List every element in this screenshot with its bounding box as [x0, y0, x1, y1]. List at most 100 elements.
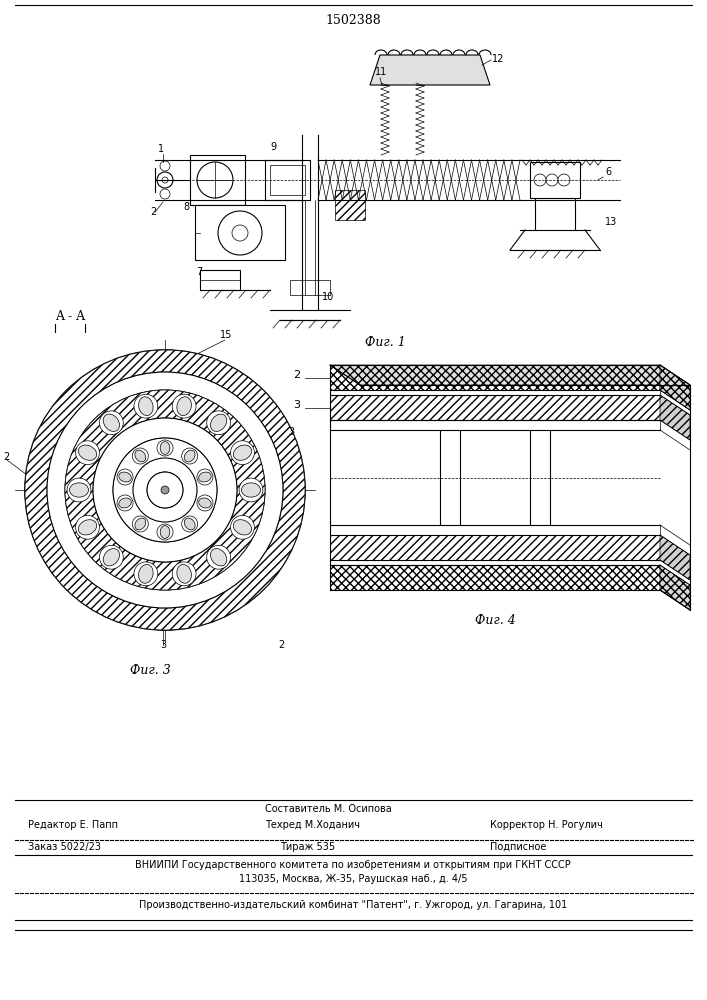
- Circle shape: [173, 394, 196, 418]
- Wedge shape: [65, 390, 265, 590]
- Circle shape: [161, 486, 169, 494]
- Polygon shape: [330, 390, 660, 395]
- Ellipse shape: [185, 450, 195, 462]
- Bar: [335, 190, 365, 220]
- Bar: [530, 162, 580, 198]
- Polygon shape: [660, 365, 690, 410]
- Wedge shape: [25, 350, 305, 630]
- Polygon shape: [330, 365, 690, 385]
- Ellipse shape: [139, 397, 153, 416]
- Polygon shape: [330, 365, 660, 390]
- Ellipse shape: [233, 520, 252, 535]
- Circle shape: [67, 478, 91, 502]
- Circle shape: [230, 515, 255, 539]
- Circle shape: [93, 418, 237, 562]
- Text: 2: 2: [150, 207, 156, 217]
- Text: 7: 7: [196, 267, 202, 277]
- Circle shape: [157, 440, 173, 456]
- Circle shape: [534, 174, 546, 186]
- Circle shape: [100, 411, 123, 435]
- Text: Фиг. 1: Фиг. 1: [365, 336, 405, 349]
- Ellipse shape: [233, 445, 252, 460]
- Wedge shape: [113, 438, 217, 542]
- Ellipse shape: [103, 549, 119, 566]
- Text: 5: 5: [242, 452, 248, 462]
- Circle shape: [117, 495, 133, 511]
- Text: 8: 8: [183, 202, 189, 212]
- Bar: [190, 155, 245, 205]
- Polygon shape: [330, 565, 660, 590]
- Circle shape: [206, 411, 230, 435]
- Circle shape: [182, 516, 198, 532]
- Ellipse shape: [139, 564, 153, 583]
- Text: 2: 2: [293, 369, 300, 379]
- Ellipse shape: [177, 564, 192, 583]
- Circle shape: [134, 394, 158, 418]
- Circle shape: [558, 174, 570, 186]
- Circle shape: [182, 448, 198, 464]
- Ellipse shape: [78, 520, 97, 535]
- Ellipse shape: [211, 414, 227, 431]
- Text: 2: 2: [278, 640, 284, 650]
- Circle shape: [134, 562, 158, 586]
- Ellipse shape: [177, 397, 192, 416]
- Circle shape: [132, 516, 148, 532]
- Ellipse shape: [135, 518, 146, 530]
- Text: 12: 12: [492, 54, 504, 64]
- Text: Подписное: Подписное: [490, 842, 547, 852]
- Text: 113035, Москва, Ж-35, Раушская наб., д. 4/5: 113035, Москва, Ж-35, Раушская наб., д. …: [239, 874, 467, 884]
- Circle shape: [218, 211, 262, 255]
- Polygon shape: [330, 420, 660, 430]
- Text: Фиг. 3: Фиг. 3: [129, 664, 170, 676]
- Ellipse shape: [78, 445, 97, 460]
- Circle shape: [206, 545, 230, 569]
- Bar: [200, 270, 240, 290]
- Text: 13: 13: [605, 217, 617, 227]
- Circle shape: [162, 177, 168, 183]
- Circle shape: [76, 515, 100, 539]
- Text: 11: 11: [375, 67, 387, 77]
- Text: 4: 4: [199, 522, 205, 532]
- Ellipse shape: [69, 483, 88, 497]
- Ellipse shape: [103, 414, 119, 431]
- Text: ВНИИПИ Государственного комитета по изобретениям и открытиям при ГКНТ СССР: ВНИИПИ Государственного комитета по изоб…: [135, 860, 571, 870]
- Circle shape: [25, 350, 305, 630]
- Bar: [290, 280, 330, 295]
- Circle shape: [100, 545, 123, 569]
- Text: 3: 3: [293, 399, 300, 410]
- Ellipse shape: [135, 450, 146, 462]
- Text: Редактор Е. Папп: Редактор Е. Папп: [28, 820, 118, 830]
- Text: Техред М.Ходанич: Техред М.Ходанич: [265, 820, 360, 830]
- Circle shape: [47, 372, 283, 608]
- Polygon shape: [660, 565, 690, 610]
- Text: A - A: A - A: [55, 310, 85, 323]
- Text: 2: 2: [3, 452, 9, 462]
- Ellipse shape: [119, 498, 132, 508]
- Polygon shape: [660, 395, 690, 440]
- Circle shape: [76, 441, 100, 465]
- Ellipse shape: [199, 498, 211, 508]
- Text: 1502388: 1502388: [325, 13, 381, 26]
- Text: 1: 1: [158, 144, 164, 154]
- Text: 9: 9: [270, 142, 276, 152]
- Text: Корректор Н. Рогулич: Корректор Н. Рогулич: [490, 820, 603, 830]
- Ellipse shape: [160, 442, 170, 454]
- Wedge shape: [147, 472, 183, 508]
- Circle shape: [160, 189, 170, 199]
- Text: 10: 10: [322, 292, 334, 302]
- Circle shape: [65, 390, 265, 590]
- Polygon shape: [660, 365, 690, 410]
- Text: Составитель М. Осипова: Составитель М. Осипова: [265, 804, 392, 814]
- Circle shape: [132, 448, 148, 464]
- Ellipse shape: [199, 472, 211, 482]
- Polygon shape: [330, 395, 660, 420]
- Circle shape: [197, 469, 213, 485]
- Circle shape: [173, 562, 196, 586]
- Circle shape: [232, 225, 248, 241]
- Circle shape: [197, 162, 233, 198]
- Polygon shape: [440, 430, 460, 525]
- Circle shape: [157, 172, 173, 188]
- Circle shape: [230, 441, 255, 465]
- Ellipse shape: [160, 526, 170, 538]
- Text: Тираж 535: Тираж 535: [280, 842, 335, 852]
